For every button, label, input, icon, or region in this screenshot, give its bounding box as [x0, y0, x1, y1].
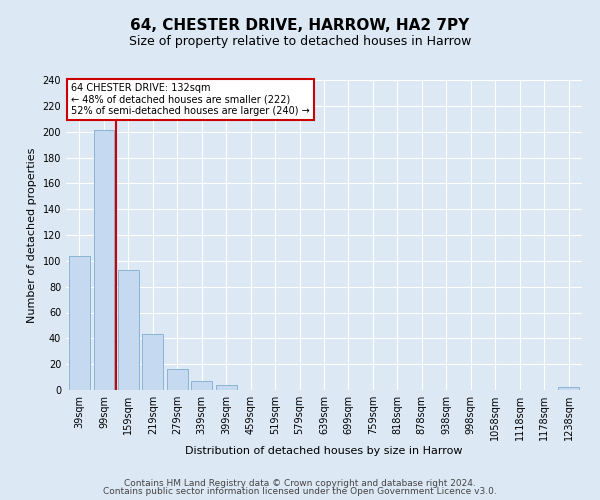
- Bar: [142, 334, 163, 390]
- Text: Contains public sector information licensed under the Open Government Licence v3: Contains public sector information licen…: [103, 487, 497, 496]
- Text: Size of property relative to detached houses in Harrow: Size of property relative to detached ho…: [129, 35, 471, 48]
- Text: 64, CHESTER DRIVE, HARROW, HA2 7PY: 64, CHESTER DRIVE, HARROW, HA2 7PY: [130, 18, 470, 32]
- Bar: [216, 385, 236, 390]
- Y-axis label: Number of detached properties: Number of detached properties: [27, 148, 37, 322]
- Bar: [118, 270, 139, 390]
- Bar: [94, 130, 114, 390]
- Bar: [191, 381, 212, 390]
- Text: 64 CHESTER DRIVE: 132sqm
← 48% of detached houses are smaller (222)
52% of semi-: 64 CHESTER DRIVE: 132sqm ← 48% of detach…: [71, 83, 310, 116]
- Text: Contains HM Land Registry data © Crown copyright and database right 2024.: Contains HM Land Registry data © Crown c…: [124, 478, 476, 488]
- X-axis label: Distribution of detached houses by size in Harrow: Distribution of detached houses by size …: [185, 446, 463, 456]
- Bar: [558, 388, 579, 390]
- Bar: [69, 256, 90, 390]
- Bar: [167, 370, 188, 390]
